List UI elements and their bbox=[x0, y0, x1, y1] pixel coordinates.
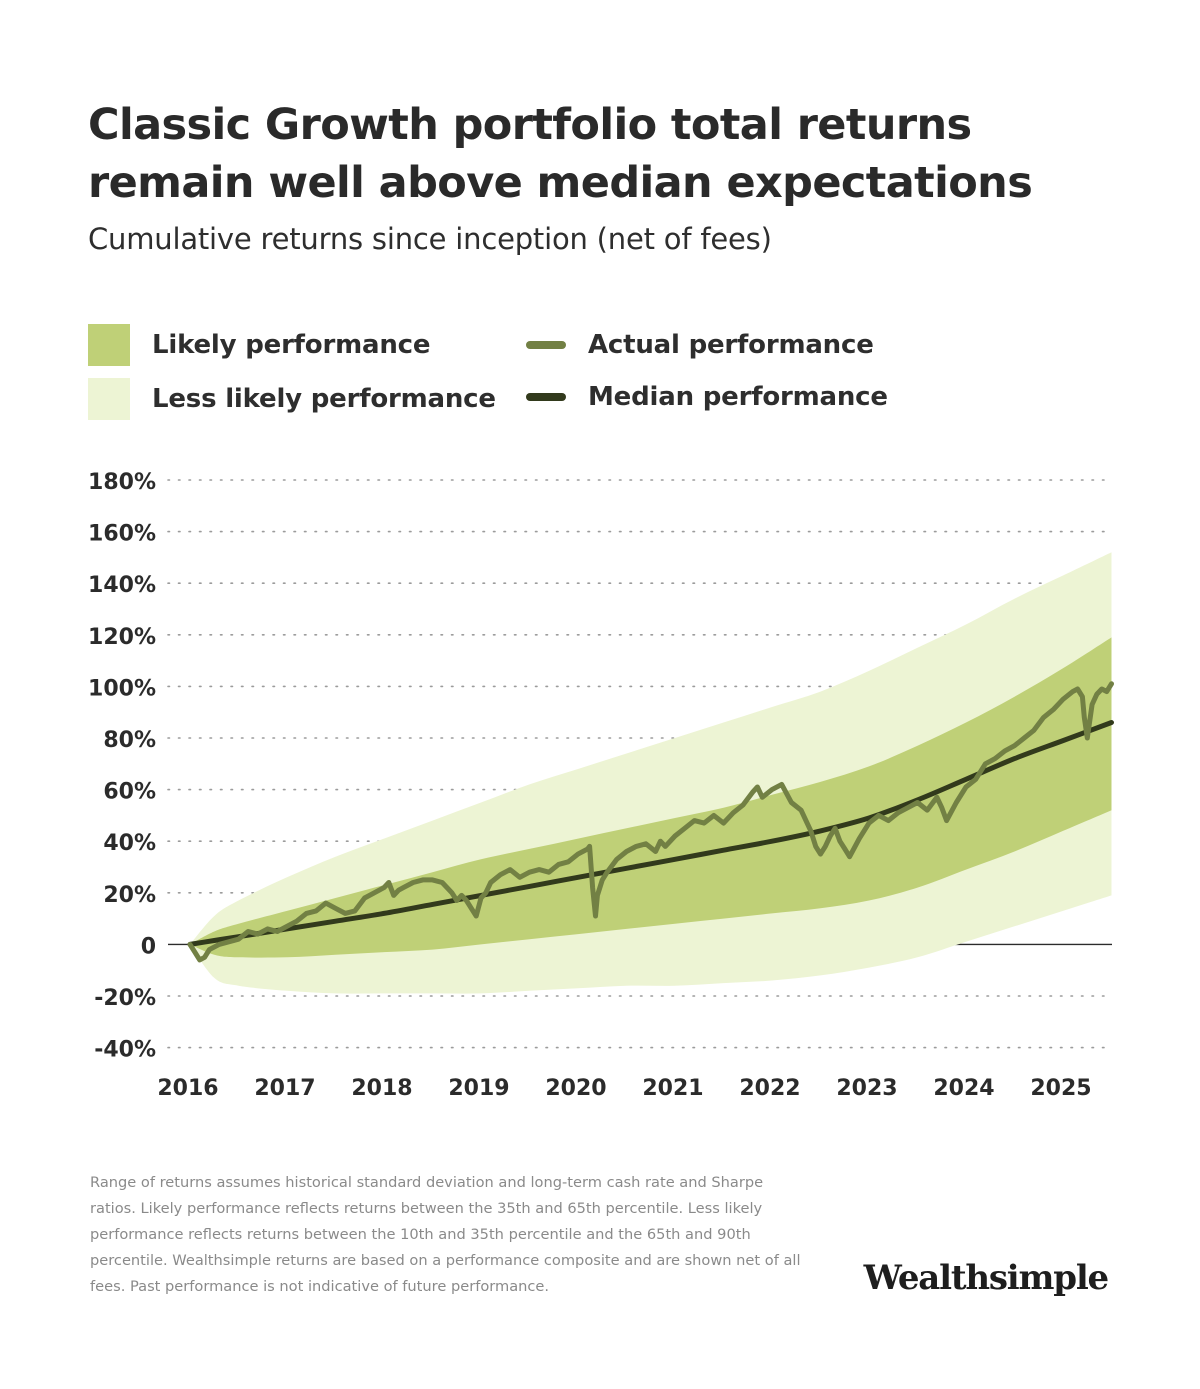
legend-less-likely-swatch bbox=[88, 378, 130, 420]
y-tick-label: 20% bbox=[103, 883, 156, 908]
legend-likely: Likely performance bbox=[88, 324, 430, 366]
y-tick-label: 140% bbox=[88, 573, 156, 598]
y-tick-label: 180% bbox=[88, 470, 156, 495]
x-tick-label: 2021 bbox=[642, 1076, 703, 1101]
x-tick-label: 2024 bbox=[933, 1076, 994, 1101]
y-tick-label: 120% bbox=[88, 625, 156, 650]
legend-median-line bbox=[526, 393, 566, 401]
legend-less-likely-label: Less likely performance bbox=[152, 384, 496, 414]
likely-band bbox=[190, 637, 1112, 958]
wealthsimple-logo: Wealthsimple bbox=[863, 1258, 1110, 1298]
x-tick-label: 2017 bbox=[254, 1076, 315, 1101]
legend-median-label: Median performance bbox=[588, 382, 888, 412]
x-tick-label: 2018 bbox=[351, 1076, 412, 1101]
chart-title: Classic Growth portfolio total returns r… bbox=[88, 100, 1033, 208]
returns-chart: 180% 160% 140% 120% 100% 80% 60% 40% 20% 0 -20% -40… bbox=[88, 470, 1114, 1101]
y-tick-label: 0 bbox=[141, 934, 156, 959]
x-tick-label: 2016 bbox=[157, 1076, 218, 1101]
footnote: Range of returns assumes historical stan… bbox=[90, 1174, 801, 1295]
legend-likely-swatch bbox=[88, 324, 130, 366]
legend-actual: Actual performance bbox=[526, 324, 874, 366]
x-tick-label: 2022 bbox=[739, 1076, 800, 1101]
actual-line bbox=[187, 681, 1114, 963]
y-tick-label: 160% bbox=[88, 522, 156, 547]
x-tick-label: 2025 bbox=[1030, 1076, 1091, 1101]
performance-lines bbox=[187, 681, 1114, 963]
chart-subtitle: Cumulative returns since inception (net … bbox=[88, 222, 772, 256]
legend-likely-label: Likely performance bbox=[152, 330, 431, 360]
y-tick-label: -20% bbox=[94, 986, 156, 1011]
y-tick-label: -40% bbox=[94, 1038, 156, 1063]
y-axis-ticks: 180% 160% 140% 120% 100% 80% 60% 40% 20% 0 -20% -40… bbox=[88, 470, 156, 1063]
x-axis-ticks: 2016 2017 2018 2019 2020 2021 2022 2023 2024 2025 bbox=[157, 1076, 1091, 1101]
y-tick-label: 80% bbox=[103, 728, 156, 753]
median-line bbox=[187, 720, 1114, 947]
y-tick-label: 40% bbox=[103, 831, 156, 856]
x-tick-label: 2019 bbox=[448, 1076, 509, 1101]
y-tick-label: 100% bbox=[88, 676, 156, 701]
legend-actual-line bbox=[526, 341, 566, 349]
legend-median: Median performance bbox=[526, 376, 888, 418]
legend-actual-label: Actual performance bbox=[588, 330, 874, 360]
x-tick-label: 2020 bbox=[545, 1076, 606, 1101]
x-tick-label: 2023 bbox=[836, 1076, 897, 1101]
y-tick-label: 60% bbox=[103, 780, 156, 805]
legend-less-likely: Less likely performance bbox=[88, 378, 496, 420]
performance-bands bbox=[190, 552, 1112, 994]
